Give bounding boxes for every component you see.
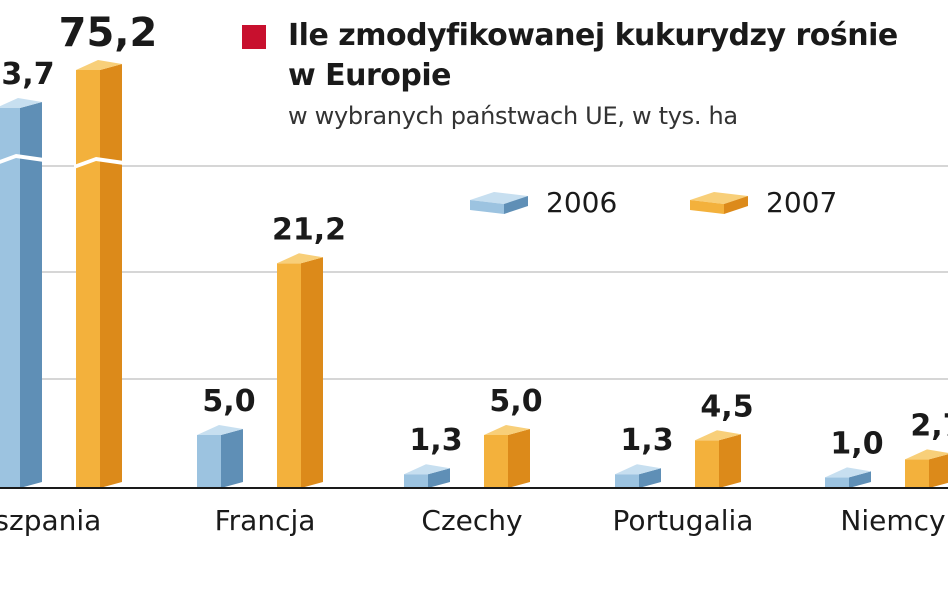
chart-subtitle: w wybranych państwach UE, w tys. ha [288, 102, 738, 130]
category-label-francja: Francja [215, 504, 316, 537]
bar-side-face [639, 468, 661, 488]
bar-top-face [615, 464, 661, 475]
bar-front-face [695, 440, 721, 488]
bar-czechy-2007 [484, 425, 530, 488]
value-labels: 3,775,2 5,0 21,2 1,3 5,0 1,3 4,5 1,0 2,7 [1, 10, 948, 461]
bar-top-face [695, 430, 741, 441]
bar-top-face [404, 464, 450, 475]
bar-niemcy-2006 [825, 467, 871, 488]
value-label-niemcy-2007: 2,7 [910, 408, 948, 443]
title-marker-square [242, 25, 266, 49]
bar-front-face [0, 108, 22, 488]
bar-front-face [905, 459, 931, 488]
bar-side-face [428, 468, 450, 488]
legend-swatch-2007 [690, 192, 748, 214]
bar-hiszpania-2006 [0, 98, 44, 488]
chart-title-line-1: Ile zmodyfikowanej kukurydzy rośnie [242, 16, 898, 56]
legend-label-2006: 2006 [546, 186, 617, 219]
gridlines [0, 165, 948, 380]
bar-francja-2007 [277, 253, 323, 488]
bar-top-face [76, 60, 122, 70]
chart-title-text-1: Ile zmodyfikowanej kukurydzy rośnie [288, 18, 898, 53]
legend-label-2007: 2007 [766, 186, 837, 219]
bar-front-face [825, 477, 851, 488]
bar-front-face [277, 263, 303, 488]
bar-side-face [20, 102, 42, 488]
value-label-portugalia-2007: 4,5 [700, 389, 753, 424]
bar-top-face [277, 253, 323, 264]
value-label-hiszpania-2007: 75,2 [59, 10, 158, 56]
bar-front-face [404, 474, 430, 488]
value-label-czechy-2006: 1,3 [409, 423, 462, 458]
legend: 2006 2007 [470, 186, 837, 219]
category-label-niemcy: Niemcy [840, 504, 945, 537]
bar-niemcy-2007 [905, 449, 948, 488]
bar-francja-2006 [197, 425, 243, 488]
bar-front-face [615, 474, 641, 488]
axis-break-mark [0, 154, 44, 164]
bar-portugalia-2007 [695, 430, 741, 488]
bar-side-face [508, 429, 530, 488]
category-label-portugalia: Portugalia [613, 504, 754, 537]
value-label-francja-2006: 5,0 [202, 384, 255, 419]
chart-title-line-2: w Europie [288, 58, 452, 93]
bar-side-face [301, 257, 323, 488]
bar-top-face [905, 449, 948, 460]
bar-top-face [484, 425, 530, 435]
bar-front-face [76, 70, 102, 488]
bar-top-face [197, 425, 243, 435]
value-label-czechy-2007: 5,0 [489, 384, 542, 419]
bar-side-face [929, 454, 948, 488]
bar-hiszpania-2007 [74, 60, 124, 488]
bar-portugalia-2006 [615, 464, 661, 488]
bars [0, 60, 948, 489]
category-labels: iszpania Francja Czechy Portugalia Niemcy [0, 504, 946, 537]
value-label-portugalia-2006: 1,3 [620, 423, 673, 458]
value-label-francja-2007: 21,2 [272, 212, 346, 247]
category-label-czechy: Czechy [421, 504, 522, 537]
value-label-hiszpania-2006: 3,7 [1, 57, 54, 92]
chart-title-block: Ile zmodyfikowanej kukurydzy rośnie w Eu… [242, 16, 898, 130]
bar-side-face [100, 64, 122, 488]
bar-front-face [484, 435, 510, 488]
value-label-niemcy-2006: 1,0 [830, 426, 883, 461]
axis-break-mark [74, 157, 124, 169]
bar-side-face [221, 429, 243, 488]
bar-front-face [197, 435, 223, 488]
bar-czechy-2006 [404, 464, 450, 488]
bar-top-face [825, 467, 871, 478]
bar-side-face [849, 471, 871, 488]
legend-swatch-2006 [470, 192, 528, 214]
bar-top-face [0, 98, 42, 108]
category-label-hiszpania: iszpania [0, 504, 101, 537]
bar-side-face [719, 434, 741, 488]
